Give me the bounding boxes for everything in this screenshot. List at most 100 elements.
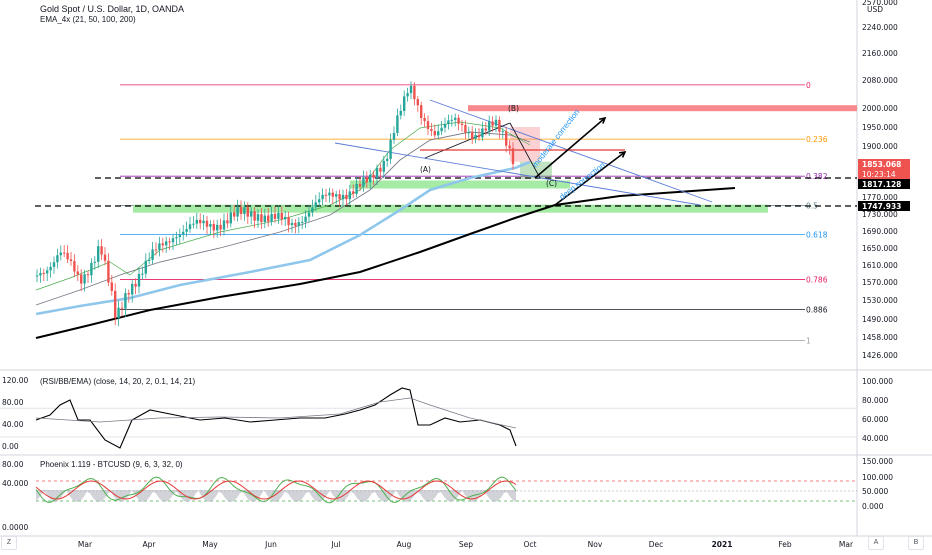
candle-body xyxy=(314,202,317,208)
time-axis-label: Oct xyxy=(524,540,537,549)
candle-body xyxy=(134,283,137,287)
moderate-arrow-head xyxy=(598,116,607,124)
candle-body xyxy=(474,134,477,139)
candle-body xyxy=(426,121,430,130)
candle-body xyxy=(86,274,90,276)
candle-body xyxy=(430,129,433,132)
candle-body xyxy=(403,96,406,111)
candle-body xyxy=(260,214,263,223)
candle-body xyxy=(290,222,294,226)
candle-body xyxy=(494,119,498,126)
candle-body xyxy=(341,194,345,200)
candle-body xyxy=(222,220,226,230)
candle-body xyxy=(154,249,158,251)
candle-body xyxy=(110,282,113,291)
candle-body xyxy=(42,272,45,274)
time-axis-label: Mar xyxy=(839,540,854,549)
candle-body xyxy=(35,275,39,277)
candle-body xyxy=(318,199,321,203)
price-tick-label: 2240.000 xyxy=(862,23,898,32)
candle-body xyxy=(59,252,62,256)
price-tick-label: 1950.000 xyxy=(862,123,898,132)
candle-body xyxy=(338,194,341,200)
candle-body xyxy=(413,85,416,100)
candle-body xyxy=(304,216,307,222)
candle-body xyxy=(171,238,175,243)
candle-body xyxy=(137,274,141,287)
candle-body xyxy=(372,174,375,178)
candle-body xyxy=(212,223,215,231)
currency-label: USD xyxy=(867,5,883,14)
fib-level-label: 0.886 xyxy=(806,306,828,315)
candle-body xyxy=(209,223,212,227)
phoenix-right-label: 50.000 xyxy=(862,487,888,496)
candle-body xyxy=(287,216,290,226)
candle-body xyxy=(352,191,355,194)
level-badge xyxy=(858,179,910,189)
candle-body xyxy=(253,211,256,221)
candle-body xyxy=(144,260,147,274)
phoenix-right-label: 150.000 xyxy=(862,457,893,466)
candle-body xyxy=(141,273,144,275)
candle-body xyxy=(498,119,501,132)
candle-body xyxy=(199,219,202,224)
candle-body xyxy=(188,224,192,230)
candle-body xyxy=(491,121,494,126)
resistance-zone xyxy=(468,105,857,112)
candle-body xyxy=(158,243,161,251)
price-axis-background xyxy=(857,0,932,550)
price-tick-label: 1530.000 xyxy=(862,296,898,305)
support-zone xyxy=(133,204,768,213)
phoenix-right-label: 0.000 xyxy=(862,502,884,511)
price-tick-label: 1650.000 xyxy=(862,244,898,253)
candle-body xyxy=(243,207,246,214)
candle-body xyxy=(165,241,168,246)
ema-100-line xyxy=(35,160,531,316)
fib-level-label: 0.236 xyxy=(806,135,828,144)
rsi-left-label: 120.00 xyxy=(2,376,28,385)
candle-body xyxy=(450,119,453,121)
candle-body xyxy=(365,177,368,183)
candle-body xyxy=(280,212,283,220)
candle-body xyxy=(100,246,103,255)
candle-body xyxy=(297,222,300,226)
candle-body xyxy=(501,131,504,133)
price-tick-label: 1770.000 xyxy=(862,193,898,202)
candle-body xyxy=(117,307,120,318)
candle-body xyxy=(396,115,399,133)
time-axis-label: Jul xyxy=(330,540,340,549)
time-axis-label: Aug xyxy=(397,540,412,549)
time-axis-label: Dec xyxy=(649,540,664,549)
phoenix-red-line xyxy=(35,480,517,500)
candle-body xyxy=(464,124,467,133)
candle-body xyxy=(484,128,487,131)
countdown-text: 10:23:14 xyxy=(862,170,896,179)
candle-body xyxy=(107,260,110,283)
candle-body xyxy=(460,123,464,125)
zoom-button[interactable]: Z xyxy=(1,536,17,550)
candle-body xyxy=(467,132,470,134)
candle-body xyxy=(294,222,297,226)
last-price-text: 1853.068 xyxy=(862,160,901,169)
auto-scale-button[interactable]: A xyxy=(868,536,884,550)
ema-200-line xyxy=(35,187,736,339)
price-tick-label: 2000.000 xyxy=(862,104,898,113)
wave-a-label: (A) xyxy=(420,165,431,174)
candle-body xyxy=(229,212,232,224)
candle-body xyxy=(416,99,419,106)
price-tick-label: 2570.000 xyxy=(862,0,898,7)
phoenix-left-label: 0.0000 xyxy=(2,523,28,532)
candle-body xyxy=(457,117,460,124)
candle-body xyxy=(447,120,450,125)
candle-body xyxy=(345,194,348,200)
candle-body xyxy=(178,234,181,238)
settings-button[interactable]: B xyxy=(908,536,924,550)
last-price-badge xyxy=(858,159,910,179)
candle-body xyxy=(161,243,164,246)
candle-body xyxy=(433,131,436,136)
candle-body xyxy=(168,241,171,243)
candle-body xyxy=(321,194,324,200)
candle-body xyxy=(437,131,440,136)
